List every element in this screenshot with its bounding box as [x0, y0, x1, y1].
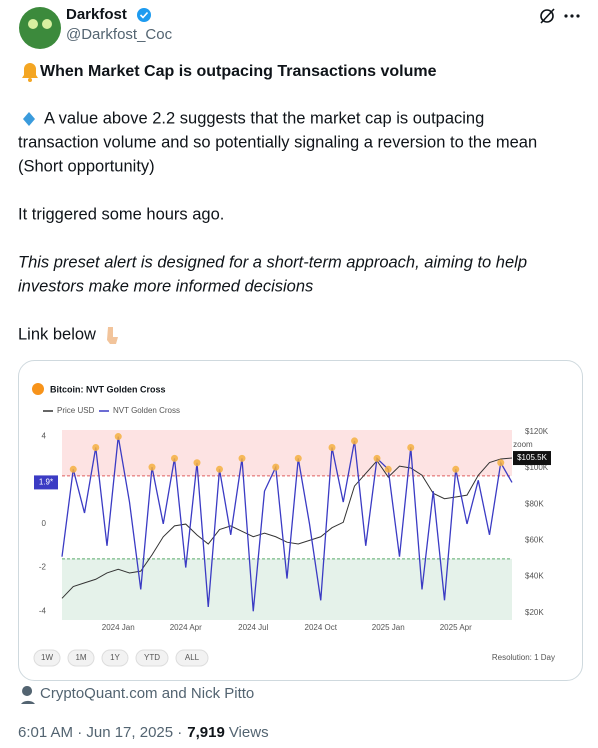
signal-dot [497, 459, 505, 467]
y2-tick-label: $100K [525, 463, 549, 472]
series-line [61, 457, 513, 599]
signal-dot [351, 437, 358, 445]
range-button-label[interactable]: 1W [41, 653, 53, 662]
y2-tick-label: $60K [525, 535, 544, 544]
series-line [61, 436, 513, 612]
overvalued-band [62, 430, 512, 476]
y-tick-label: -2 [39, 563, 47, 572]
grok-icon-slash [540, 8, 555, 24]
x-tick-label: 2024 Oct [305, 623, 338, 632]
signal-dot [216, 465, 223, 473]
range-button[interactable] [175, 649, 209, 667]
y2-tick-label: $80K [525, 499, 544, 508]
range-button[interactable] [101, 649, 129, 667]
post-title: When Market Cap is outpacing Transaction… [40, 63, 437, 80]
range-button-label[interactable]: ALL [185, 653, 200, 662]
signal-dot [294, 454, 302, 462]
price-tag-label: $105.5K [517, 453, 547, 462]
x-tick-label: 2025 Apr [440, 623, 472, 632]
post-text: (Short opportunity) [18, 157, 155, 175]
view-count: 7,919 [187, 724, 225, 741]
views-label: Views [229, 724, 269, 741]
y-tick-label: 4 [42, 432, 47, 441]
media-card[interactable] [18, 360, 583, 681]
current-tag [34, 475, 58, 490]
post-text: transaction volume and so potentially si… [18, 133, 537, 151]
signal-dot [238, 454, 246, 462]
y2-tick-label: $40K [525, 572, 544, 581]
range-button[interactable] [67, 649, 95, 667]
verified-badge [137, 8, 151, 22]
x-tick-label: 2024 Jan [102, 623, 135, 632]
signal-dot [272, 463, 280, 471]
timestamp[interactable]: 6:01 AM · Jun 17, 2025 · [18, 724, 182, 741]
more-menu[interactable] [564, 14, 580, 18]
y2-tick-label: $20K [525, 608, 544, 617]
range-button-label[interactable]: 1Y [110, 653, 120, 662]
post-text: A value above 2.2 suggests that the mark… [44, 109, 484, 127]
bitcoin-icon [32, 383, 44, 395]
signal-dot [193, 459, 201, 467]
post-italic: This preset alert is designed for a shor… [18, 253, 527, 271]
range-button[interactable] [135, 649, 169, 667]
x-tick-label: 2024 Apr [170, 623, 202, 632]
range-button[interactable] [33, 649, 61, 667]
avatar-eye [42, 19, 52, 29]
author-handle[interactable]: @Darkfost_Coc [66, 26, 173, 43]
current-tag-label: 1.9* [39, 478, 53, 487]
avatar-eye [28, 19, 38, 29]
attribution: CryptoQuant.com and Nick Pitto [40, 685, 254, 702]
undervalued-band [62, 558, 512, 620]
signal-dot [69, 465, 77, 473]
pointing-hand-icon [107, 327, 118, 344]
signal-dot [384, 465, 392, 473]
legend-label[interactable]: Price USD [57, 406, 95, 415]
diamond-icon [23, 112, 35, 126]
post-text: It triggered some hours ago. [18, 205, 224, 223]
y-tick-label: -4 [39, 606, 47, 615]
grok-icon[interactable] [540, 9, 554, 23]
y2-tick-label: $120K [525, 427, 549, 436]
signal-dot [373, 454, 381, 462]
price-tag [513, 451, 551, 466]
legend-label[interactable]: NVT Golden Cross [113, 406, 180, 415]
signal-dot [148, 463, 156, 471]
signal-dot [407, 443, 415, 451]
signal-dot [328, 443, 336, 451]
signal-dot [114, 433, 122, 441]
resolution-label: Resolution: 1 Day [492, 653, 555, 662]
post-text: Link below [18, 325, 96, 343]
range-button-label[interactable]: 1M [75, 653, 86, 662]
y-tick-label: 0 [42, 519, 47, 528]
chart-title: Bitcoin: NVT Golden Cross [50, 384, 166, 394]
timestamp-row: 6:01 AM · Jun 17, 2025 · 7,919 Views [18, 724, 269, 741]
range-button-label[interactable]: YTD [144, 653, 160, 662]
person-icon [21, 686, 35, 704]
post-italic: investors make more informed decisions [18, 277, 313, 295]
bell-icon [22, 63, 38, 78]
x-tick-label: 2024 Jul [238, 623, 268, 632]
bell-clapper [28, 78, 32, 82]
author-name[interactable]: Darkfost [66, 6, 127, 23]
signal-dot [171, 454, 178, 462]
badge-check [139, 11, 149, 19]
avatar[interactable] [19, 7, 61, 49]
signal-dot [92, 443, 100, 451]
signal-dot [452, 465, 460, 473]
x-tick-label: 2025 Jan [372, 623, 405, 632]
